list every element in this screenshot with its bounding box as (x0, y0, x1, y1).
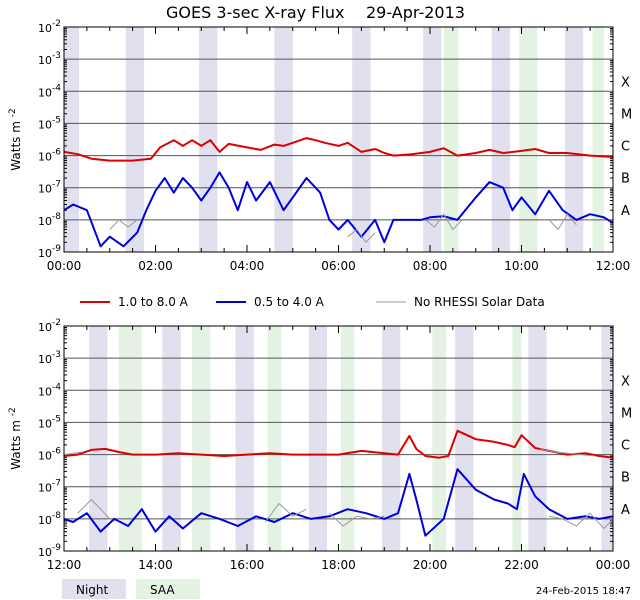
night-band-3 (308, 326, 328, 551)
series-legend: 1.0 to 8.0 A 0.5 to 4.0 A No RHESSI Sola… (80, 295, 545, 309)
ytick-label-2: 10-4 (38, 83, 61, 99)
series-norhessi-segment-2-2 (329, 512, 385, 527)
ytick-label-2: 10-4 (38, 382, 61, 398)
y-axis-label: Watts m -2 (8, 108, 23, 170)
legend-label-hard: 0.5 to 4.0 A (254, 295, 325, 309)
saa-band-4 (432, 326, 447, 551)
y-axis-label: Watts m -2 (8, 407, 23, 469)
night-band-7 (564, 27, 584, 252)
series-soft-line (63, 429, 614, 459)
xtick-label-2: 16:00 (230, 558, 265, 572)
legend-saa-swatch (136, 579, 200, 599)
series-norhessi-segment-2-3 (548, 213, 577, 230)
saa-band-2 (267, 326, 282, 551)
lower-panel: 10-2 10-3 10-4 10-5 10-6 10-7 10-8 10-912:00 14:… (8, 318, 632, 572)
chart-date: 29-Apr-2013 (366, 3, 465, 22)
saa-band-0 (118, 326, 142, 551)
flare-class-B: B (621, 172, 630, 187)
ytick-label-0: 10-2 (38, 318, 61, 334)
xtick-label-6: 12:00 (596, 259, 631, 273)
series-norhessi-segment-2-2 (425, 213, 463, 230)
period-legend: Night SAA (62, 579, 200, 599)
xtick-label-3: 18:00 (321, 558, 356, 572)
legend-label-norhessi: No RHESSI Solar Data (414, 295, 545, 309)
xtick-label-0: 00:00 (47, 259, 82, 273)
saa-band-3 (340, 326, 355, 551)
legend-night-label: Night (76, 583, 109, 597)
xtick-label-1: 02:00 (138, 259, 173, 273)
flare-class-M: M (621, 406, 632, 421)
night-band-6 (528, 326, 547, 551)
saa-band-5 (512, 326, 522, 551)
legend-label-soft: 1.0 to 8.0 A (118, 295, 189, 309)
xtick-label-5: 10:00 (504, 259, 539, 273)
xtick-label-2: 04:00 (230, 259, 265, 273)
flare-class-A: A (621, 204, 630, 219)
ytick-label-6: 10-8 (38, 212, 61, 228)
plot-frame (63, 26, 614, 253)
saa-band-0 (443, 27, 459, 252)
night-band-0 (64, 27, 80, 252)
xtick-label-5: 22:00 (504, 558, 539, 572)
night-band-6 (491, 27, 511, 252)
upper-panel: 10-2 10-3 10-4 10-5 10-6 10-7 10-8 10-900:00 02:… (8, 19, 632, 273)
ytick-label-0: 10-2 (38, 19, 61, 35)
series-soft-line (63, 137, 614, 162)
legend-saa-label: SAA (150, 583, 175, 597)
night-band-4 (381, 326, 401, 551)
night-band-0 (89, 326, 108, 551)
series-norhessi-segment-2-3 (548, 512, 614, 529)
plot-frame (63, 325, 614, 552)
series-norhessi-segment-2-0 (109, 219, 138, 230)
saa-band-1 (192, 326, 211, 551)
series-norhessi-segment-2-1 (347, 229, 376, 243)
night-band-7 (601, 326, 613, 551)
flare-class-M: M (621, 107, 632, 122)
xtick-label-1: 14:00 (138, 558, 173, 572)
ytick-label-3: 10-5 (38, 414, 61, 430)
flare-class-C: C (621, 439, 630, 454)
night-band-4 (352, 27, 371, 252)
saa-band-1 (519, 27, 538, 252)
ytick-label-5: 10-7 (38, 180, 61, 196)
series-norhessi-segment-3-1 (539, 448, 595, 457)
ytick-label-1: 10-3 (38, 350, 61, 366)
footer-timestamp: 24-Feb-2015 18:47 (536, 586, 631, 597)
legend-night-swatch (62, 579, 126, 599)
series-hard-line (63, 171, 614, 248)
chart-title: GOES 3-sec X-ray Flux (166, 3, 345, 22)
series-norhessi-segment-3-0 (63, 451, 83, 456)
ytick-label-1: 10-3 (38, 51, 61, 67)
ytick-label-4: 10-6 (38, 148, 61, 164)
ytick-label-3: 10-5 (38, 115, 61, 131)
series-hard-line (63, 468, 614, 537)
ytick-label-5: 10-7 (38, 479, 61, 495)
night-band-1 (125, 27, 145, 252)
ytick-label-7: 10-9 (38, 244, 61, 260)
ytick-label-6: 10-8 (38, 511, 61, 527)
saa-band-2 (592, 27, 604, 252)
flare-class-C: C (621, 140, 630, 155)
series-norhessi-segment-2-0 (77, 499, 111, 520)
series-norhessi-segment-2-1 (264, 503, 307, 523)
xtick-label-3: 06:00 (321, 259, 356, 273)
night-band-2 (198, 27, 218, 252)
xtick-label-4: 20:00 (413, 558, 448, 572)
night-band-5 (423, 27, 442, 252)
xtick-label-6: 00:00 (596, 558, 631, 572)
flare-class-X: X (621, 75, 630, 90)
flare-class-B: B (621, 471, 630, 486)
xtick-label-4: 08:00 (413, 259, 448, 273)
flare-class-X: X (621, 374, 630, 389)
flare-class-A: A (621, 503, 630, 518)
night-band-3 (274, 27, 293, 252)
ytick-label-4: 10-6 (38, 447, 61, 463)
xtick-label-0: 12:00 (47, 558, 82, 572)
night-band-1 (162, 326, 181, 551)
night-band-2 (235, 326, 254, 551)
ytick-label-7: 10-9 (38, 543, 61, 559)
night-band-5 (455, 326, 474, 551)
